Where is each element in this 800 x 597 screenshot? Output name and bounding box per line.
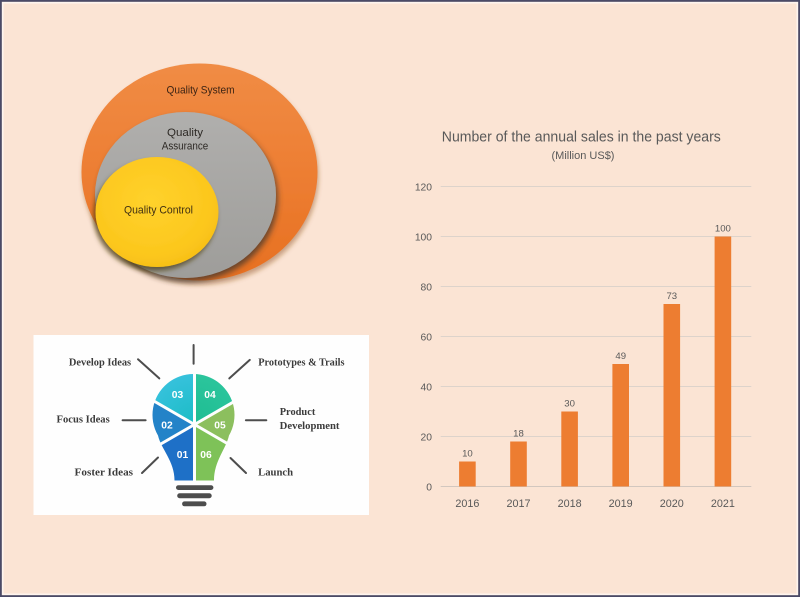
svg-text:01: 01	[177, 450, 189, 461]
svg-text:Develop Ideas: Develop Ideas	[69, 358, 131, 369]
svg-text:2018: 2018	[558, 498, 582, 510]
svg-text:Prototypes & Trails: Prototypes & Trails	[258, 358, 344, 369]
svg-text:2016: 2016	[455, 498, 479, 510]
svg-text:2019: 2019	[609, 498, 633, 510]
svg-text:Quality Control: Quality Control	[124, 205, 193, 217]
svg-text:Number of the annual sales in: Number of the annual sales in the past y…	[442, 130, 721, 146]
svg-text:Foster Ideas: Foster Ideas	[75, 467, 134, 478]
svg-text:03: 03	[172, 390, 184, 401]
svg-text:(Million US$): (Million US$)	[552, 150, 615, 162]
svg-text:Development: Development	[280, 421, 340, 432]
svg-text:02: 02	[161, 421, 173, 432]
svg-text:40: 40	[421, 382, 433, 393]
svg-text:49: 49	[615, 351, 626, 362]
svg-text:60: 60	[421, 332, 433, 343]
svg-text:80: 80	[421, 282, 433, 293]
svg-text:Launch: Launch	[258, 467, 293, 478]
svg-text:05: 05	[214, 421, 226, 432]
svg-text:20: 20	[421, 432, 433, 443]
svg-text:0: 0	[426, 482, 432, 493]
svg-text:120: 120	[415, 182, 432, 193]
svg-text:10: 10	[462, 448, 473, 459]
svg-text:18: 18	[513, 428, 524, 439]
svg-text:Quality System: Quality System	[167, 85, 235, 97]
svg-text:04: 04	[204, 390, 216, 401]
svg-text:100: 100	[715, 223, 731, 234]
svg-text:2020: 2020	[660, 498, 684, 510]
svg-text:2021: 2021	[711, 498, 735, 510]
svg-text:Assurance: Assurance	[162, 141, 209, 153]
svg-text:Product: Product	[280, 407, 316, 418]
svg-text:06: 06	[200, 450, 212, 461]
svg-text:Quality: Quality	[167, 127, 203, 139]
svg-text:2017: 2017	[506, 498, 530, 510]
svg-text:73: 73	[666, 291, 677, 302]
svg-text:Focus Ideas: Focus Ideas	[57, 414, 110, 425]
svg-text:30: 30	[564, 398, 575, 409]
svg-text:100: 100	[415, 232, 432, 243]
